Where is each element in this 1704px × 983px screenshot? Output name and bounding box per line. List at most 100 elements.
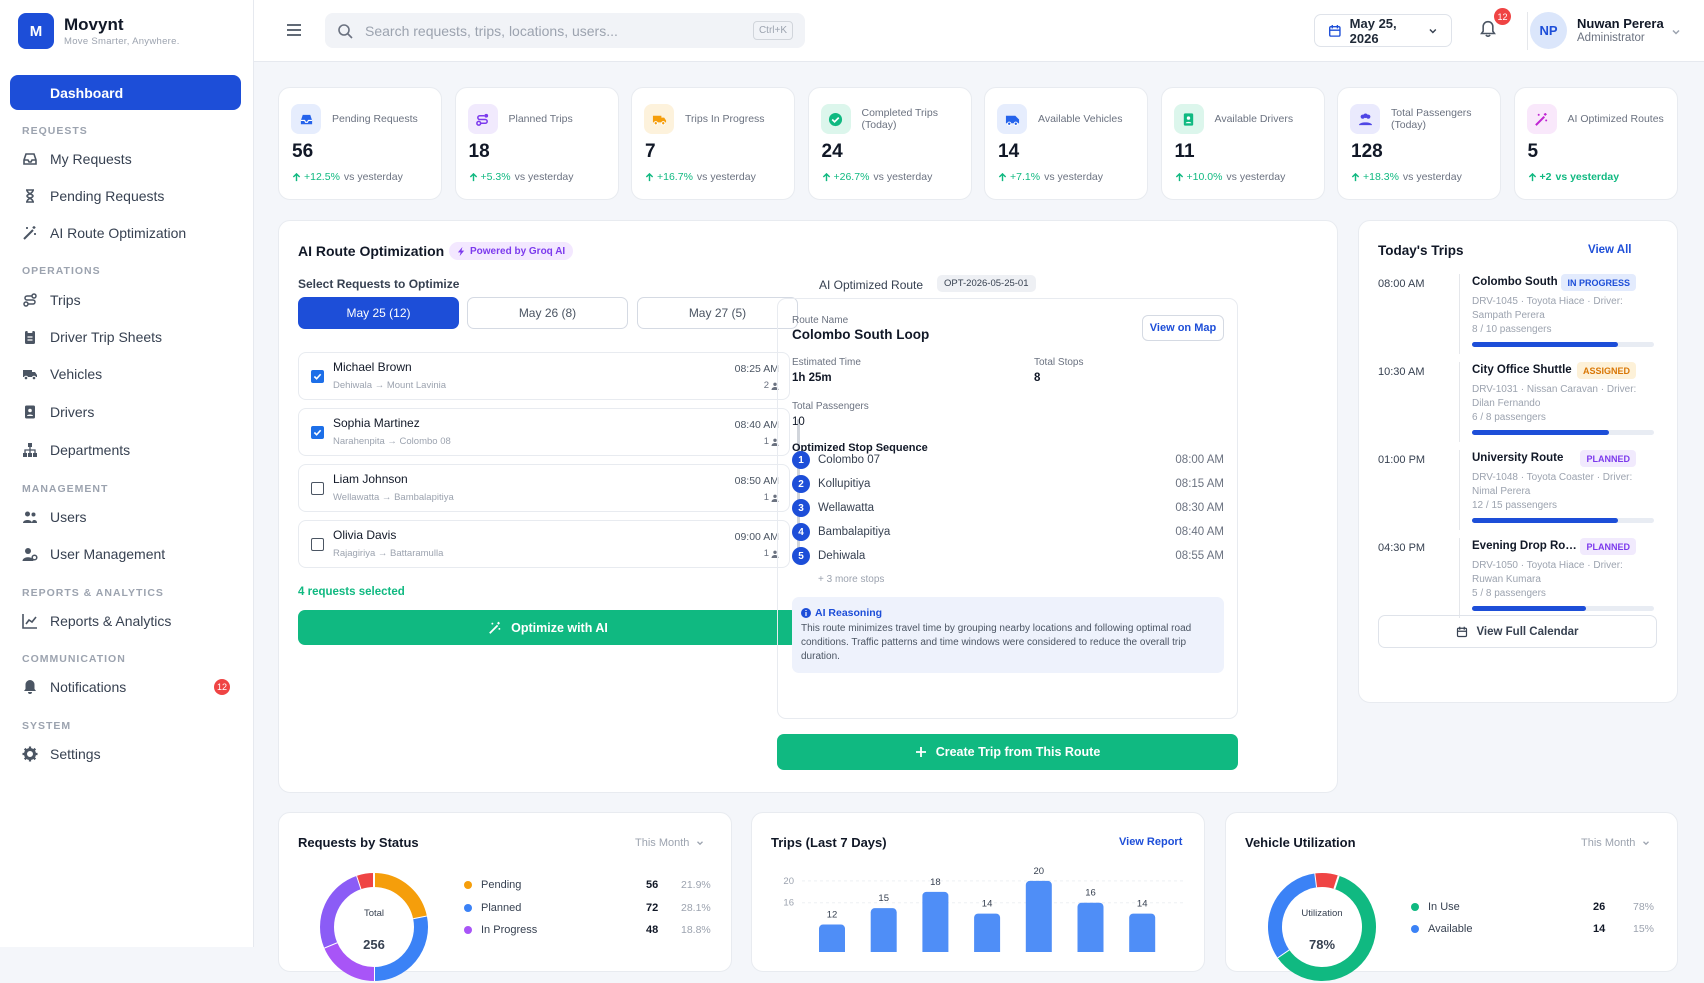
optimize-with-ai-button[interactable]: Optimize with AI <box>298 610 798 645</box>
stat-change: +5.3% vs yesterday <box>469 171 574 183</box>
nav-departments[interactable]: Departments <box>22 436 242 464</box>
date-tab-may-27[interactable]: May 27 (5) <box>637 297 798 329</box>
request-checkbox[interactable] <box>311 370 324 383</box>
stat-card[interactable]: Total Passengers (Today) 128 +18.3% vs y… <box>1337 87 1501 200</box>
request-checkbox[interactable] <box>311 482 324 495</box>
user-name[interactable]: Nuwan Perera <box>1577 16 1664 31</box>
stat-card[interactable]: Completed Trips (Today) 24 +26.7% vs yes… <box>807 87 972 200</box>
stat-card[interactable]: AI Optimized Routes 5 +2 vs yesterday <box>1513 87 1678 200</box>
stat-card[interactable]: Planned Trips 18 +5.3% vs yesterday <box>454 87 619 200</box>
trip-item[interactable]: 10:30 AM City Office Shuttle ASSIGNED DR… <box>1378 362 1658 442</box>
more-stops[interactable]: + 3 more stops <box>818 574 885 585</box>
period-label: This Month <box>635 837 690 849</box>
date-tab-may-26[interactable]: May 26 (8) <box>467 297 628 329</box>
gear-icon <box>22 746 38 762</box>
search-input[interactable] <box>365 22 735 39</box>
nav-section-reports: REPORTS & ANALYTICS <box>22 587 164 599</box>
stop-time: 08:40 AM <box>1175 526 1224 538</box>
bar[interactable] <box>1129 913 1156 952</box>
route-name-label: Route Name <box>792 315 849 326</box>
bar-value-label: 15 <box>878 893 889 904</box>
view-all-link[interactable]: View All <box>1588 244 1632 256</box>
status-donut-chart <box>320 873 428 981</box>
bar[interactable] <box>819 924 845 952</box>
bar[interactable] <box>1025 880 1052 952</box>
trip-status-badge: IN PROGRESS <box>1561 274 1636 291</box>
donut-slice[interactable] <box>357 873 375 890</box>
notification-bell-icon[interactable] <box>1479 20 1497 38</box>
capacity-fill <box>1472 518 1618 523</box>
stat-card[interactable]: Available Drivers 11 +10.0% vs yesterday <box>1160 87 1325 200</box>
stat-card[interactable]: Available Vehicles 14 +7.1% vs yesterday <box>984 87 1148 200</box>
nav-trips[interactable]: Trips <box>22 286 242 314</box>
nav-my-requests[interactable]: My Requests <box>22 145 242 173</box>
nav-label: Vehicles <box>50 366 103 382</box>
legend-label: Available <box>1428 923 1473 935</box>
nav-reports-analytics[interactable]: Reports & Analytics <box>22 607 242 635</box>
nav-driver-trip-sheets[interactable]: Driver Trip Sheets <box>22 323 242 351</box>
request-item[interactable]: Michael Brown Dehiwala → Mount Lavinia 0… <box>298 352 790 400</box>
bar[interactable] <box>922 891 949 952</box>
stat-change-suffix: vs yesterday <box>1044 171 1104 183</box>
nav-pending-requests[interactable]: Pending Requests <box>22 182 242 210</box>
stat-card[interactable]: Pending Requests 56 +12.5% vs yesterday <box>278 87 442 200</box>
donut-slice-available[interactable] <box>1268 873 1318 958</box>
create-trip-button[interactable]: Create Trip from This Route <box>777 734 1238 770</box>
chevron-down-icon[interactable] <box>1670 26 1682 38</box>
stat-card[interactable]: Trips In Progress 7 +16.7% vs yesterday <box>631 87 795 200</box>
calendar-icon <box>1457 626 1468 637</box>
legend-label: In Use <box>1428 901 1460 913</box>
requester-name: Liam Johnson <box>333 472 408 486</box>
stat-change-value: +5.3% <box>480 171 511 183</box>
user-avatar[interactable]: NP <box>1530 12 1567 49</box>
bar[interactable] <box>870 908 897 952</box>
legend-value: 56 <box>646 879 659 891</box>
trip-item[interactable]: 01:00 PM University Route PLANNED DRV-10… <box>1378 450 1658 530</box>
user-gear-icon <box>22 548 38 561</box>
trip-status-badge: PLANNED <box>1580 450 1636 467</box>
trip-vehicle-driver: DRV-1031 · Nissan Caravan · Driver: Dila… <box>1472 384 1637 409</box>
date-picker-button[interactable]: May 25, 2026 <box>1314 14 1452 47</box>
date-tab-may-25[interactable]: May 25 (12) <box>298 297 459 329</box>
nav-user-management[interactable]: User Management <box>22 540 242 568</box>
nav-ai-route-optimization[interactable]: AI Route Optimization <box>22 219 242 247</box>
timeline-line <box>1459 538 1460 618</box>
period-select[interactable]: This Month <box>635 837 705 849</box>
nav-dashboard[interactable]: Dashboard <box>10 75 241 110</box>
utilization-donut-chart <box>1268 873 1376 981</box>
inbox-icon <box>23 153 37 165</box>
request-time: 08:25 AM <box>734 363 779 375</box>
hamburger-menu-icon[interactable] <box>284 20 304 40</box>
view-report-link[interactable]: View Report <box>1119 836 1183 848</box>
view-on-map-button[interactable]: View on Map <box>1142 315 1224 341</box>
search-icon <box>338 23 353 39</box>
donut-slice-pending[interactable] <box>373 873 427 920</box>
donut-slice[interactable] <box>1315 873 1339 890</box>
id-badge-icon <box>25 405 35 419</box>
nav-label: Departments <box>50 442 131 458</box>
donut-slice[interactable] <box>320 875 362 948</box>
nav-settings[interactable]: Settings <box>22 740 242 768</box>
nav-vehicles[interactable]: Vehicles <box>22 360 242 388</box>
bar[interactable] <box>974 913 1001 952</box>
arrow-up-icon <box>1351 172 1360 181</box>
request-checkbox[interactable] <box>311 538 324 551</box>
nav-notifications[interactable]: Notifications 12 <box>22 673 242 701</box>
reasoning-text: This route minimizes travel time by grou… <box>801 623 1192 662</box>
period-select[interactable]: This Month <box>1581 837 1651 849</box>
trip-item[interactable]: 08:00 AM Colombo South Lo... IN PROGRESS… <box>1378 274 1658 354</box>
nav-drivers[interactable]: Drivers <box>22 398 242 426</box>
calendar-icon <box>1329 24 1341 37</box>
bar-value-label: 18 <box>930 877 941 888</box>
bar[interactable] <box>1077 902 1104 952</box>
request-item[interactable]: Olivia Davis Rajagiriya → Battaramulla 0… <box>298 520 790 568</box>
legend-percent: 28.1% <box>681 901 711 914</box>
trip-item[interactable]: 04:30 PM Evening Drop Route PLANNED DRV-… <box>1378 538 1658 618</box>
view-full-calendar-button[interactable]: View Full Calendar <box>1378 615 1657 648</box>
app-logo[interactable]: M Movynt Move Smarter, Anywhere. <box>18 13 180 49</box>
nav-users[interactable]: Users <box>22 503 242 531</box>
request-item[interactable]: Liam Johnson Wellawatta → Bambalapitiya … <box>298 464 790 512</box>
van-icon <box>1005 115 1019 126</box>
request-item[interactable]: Sophia Martinez Narahenpita → Colombo 08… <box>298 408 790 456</box>
request-checkbox[interactable] <box>311 426 324 439</box>
